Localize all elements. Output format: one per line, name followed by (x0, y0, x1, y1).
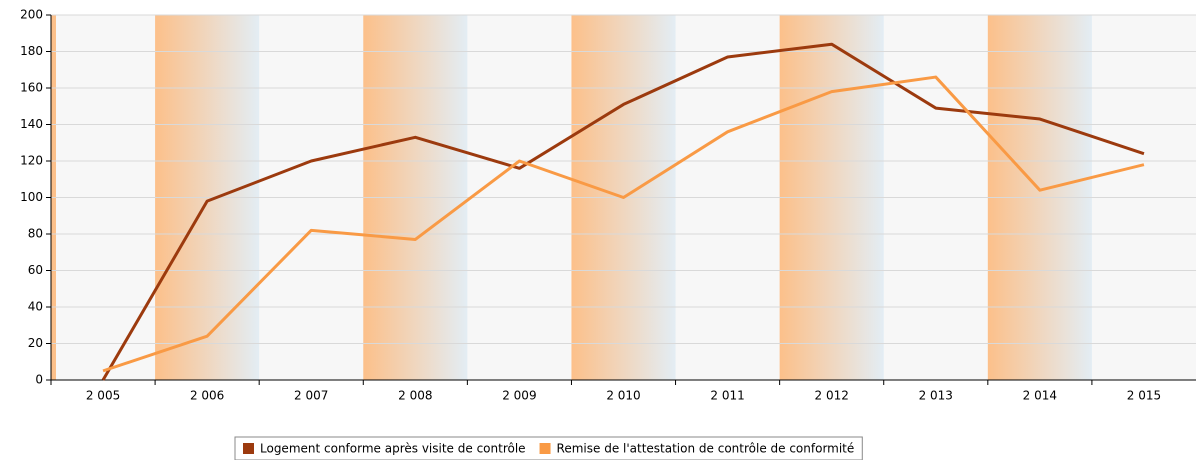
x-tick-label: 2 013 (919, 389, 953, 403)
y-tick-label: 160 (20, 81, 43, 95)
x-tick-label: 2 010 (606, 389, 640, 403)
y-tick-label: 80 (28, 227, 43, 241)
legend-swatch (243, 443, 254, 454)
x-tick-label: 2 011 (710, 389, 744, 403)
x-tick-label: 2 009 (502, 389, 536, 403)
x-tick-label: 2 006 (190, 389, 224, 403)
series-line (101, 42, 1145, 381)
x-tick-label: 2 007 (294, 389, 328, 403)
x-tick-label: 2 005 (86, 389, 120, 403)
y-tick-label: 100 (20, 190, 43, 204)
x-tick-label: 2 008 (398, 389, 432, 403)
x-tick-label: 2 012 (815, 389, 849, 403)
series-line (102, 75, 1145, 373)
y-tick-label: 60 (28, 263, 43, 277)
y-tick-label: 180 (20, 44, 43, 58)
y-tick-label: 120 (20, 154, 43, 168)
legend-swatch (539, 443, 551, 454)
x-tick-label: 2 014 (1023, 389, 1057, 403)
legend-label: Remise de l'attestation de contrôle de c… (557, 442, 855, 456)
y-tick-label: 40 (28, 300, 43, 314)
y-tick-label: 140 (20, 117, 43, 131)
legend-label: Logement conforme après visite de contrô… (260, 442, 526, 456)
y-tick-label: 200 (20, 8, 43, 22)
y-tick-label: 20 (28, 336, 43, 350)
x-tick-label: 2 015 (1127, 389, 1161, 403)
y-tick-label: 0 (35, 373, 43, 387)
